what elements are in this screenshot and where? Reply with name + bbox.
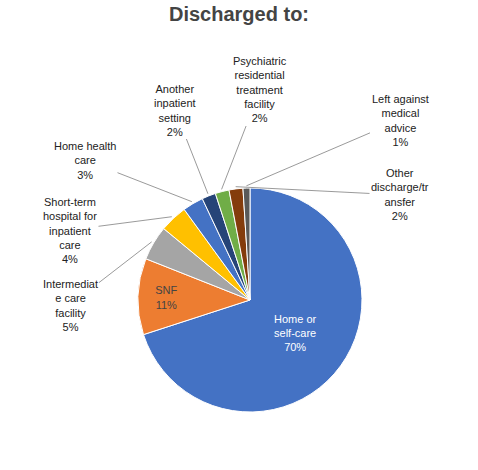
svg-text:Anotherinpatientsetting2%: Anotherinpatientsetting2% (154, 83, 196, 138)
svg-text:Home healthcare3%: Home healthcare3% (54, 140, 116, 181)
svg-text:Left againstmedicaladvice1%: Left againstmedicaladvice1% (372, 93, 429, 148)
svg-text:Discharged to:: Discharged to: (169, 3, 309, 25)
svg-text:Psychiatricresidentialtreatmen: Psychiatricresidentialtreatmentfacility2… (233, 55, 287, 124)
svg-text:Intermediate carefacility5%: Intermediate carefacility5% (43, 278, 98, 333)
svg-text:Otherdischarge/transfer2%: Otherdischarge/transfer2% (371, 167, 429, 222)
svg-text:SNF11%: SNF11% (155, 284, 177, 310)
svg-text:Short-termhospital forinpatien: Short-termhospital forinpatientcare4% (43, 196, 97, 265)
svg-text:Home orself-care70%: Home orself-care70% (274, 313, 317, 354)
